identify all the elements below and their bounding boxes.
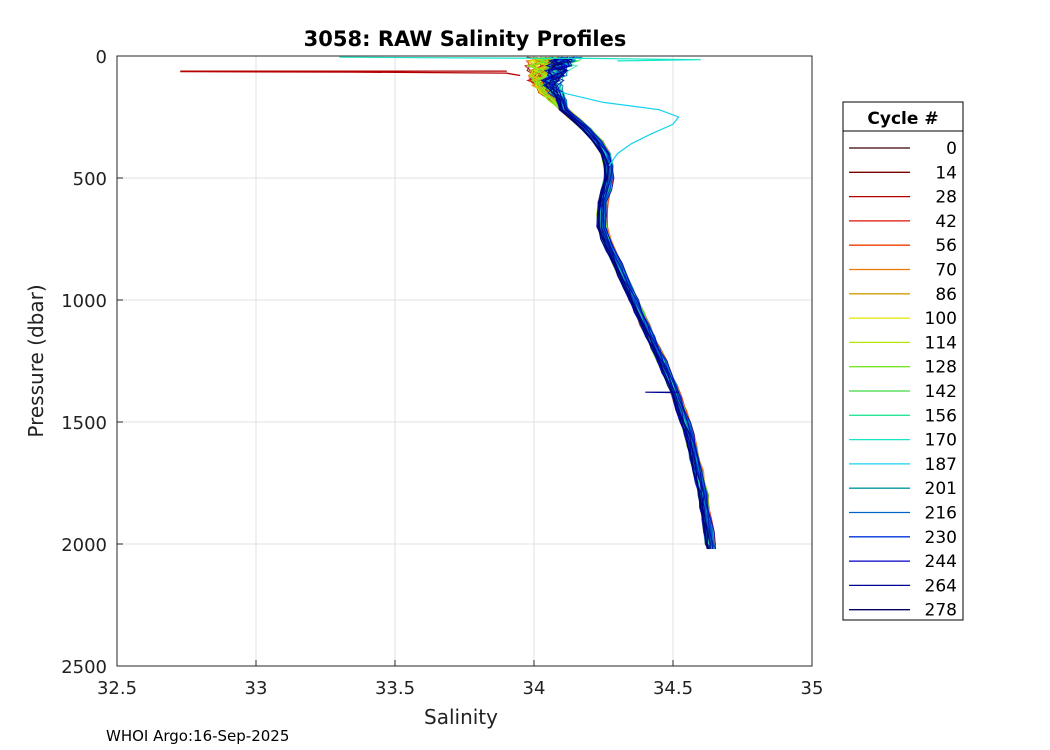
x-tick-label: 34 bbox=[523, 678, 546, 699]
profile-line bbox=[550, 56, 716, 549]
profile-line bbox=[545, 56, 708, 549]
profile-line-cycle-264 bbox=[645, 391, 680, 394]
x-tick-label: 33 bbox=[245, 678, 268, 699]
legend-label: 187 bbox=[925, 455, 957, 475]
profile-line bbox=[547, 56, 711, 549]
profile-line-cycle-187 bbox=[561, 92, 680, 167]
profile-line-cycle-28 bbox=[180, 70, 521, 77]
legend-label: 56 bbox=[935, 236, 957, 256]
legend-label: 114 bbox=[925, 333, 957, 353]
y-tick-label: 500 bbox=[73, 169, 107, 190]
chart-title: 3058: RAW Salinity Profiles bbox=[304, 27, 627, 51]
legend: Cycle # 0 14 28 42 56 70 86 100 114 128 142 156 170 1… bbox=[842, 101, 964, 621]
y-tick-label: 2500 bbox=[61, 657, 107, 678]
y-tick-label: 2000 bbox=[61, 535, 107, 556]
legend-label: 0 bbox=[946, 139, 957, 159]
legend-label: 244 bbox=[925, 552, 957, 572]
legend-label: 128 bbox=[925, 358, 957, 378]
y-axis: 0 500 1000 1500 2000 2500 bbox=[61, 47, 123, 678]
plot-background bbox=[117, 56, 812, 666]
legend-label: 100 bbox=[925, 309, 957, 329]
x-axis-title: Salinity bbox=[424, 705, 498, 729]
legend-title: Cycle # bbox=[867, 109, 938, 129]
legend-label: 216 bbox=[925, 504, 957, 524]
legend-label: 170 bbox=[925, 431, 957, 451]
plot-frame bbox=[116, 55, 813, 667]
y-tick-label: 1500 bbox=[61, 413, 107, 434]
legend-label: 264 bbox=[925, 576, 957, 596]
profile-line bbox=[547, 56, 714, 550]
x-tick-label: 32.5 bbox=[97, 678, 137, 699]
legend-label: 28 bbox=[935, 188, 957, 208]
legend-label: 230 bbox=[925, 528, 957, 548]
legend-items: 0 14 28 42 56 70 86 100 114 128 142 156 170 187 201 216… bbox=[849, 139, 957, 621]
legend-label: 278 bbox=[925, 601, 957, 621]
legend-label: 70 bbox=[935, 261, 957, 281]
x-axis: 32.5 33 33.5 34 34.5 35 bbox=[97, 660, 823, 699]
legend-label: 42 bbox=[935, 212, 957, 232]
y-tick-label: 1000 bbox=[61, 291, 107, 312]
y-tick-label: 0 bbox=[96, 47, 107, 68]
legend-label: 201 bbox=[925, 479, 957, 499]
x-tick-label: 34.5 bbox=[653, 678, 693, 699]
legend-box bbox=[842, 101, 964, 621]
legend-label: 14 bbox=[935, 163, 957, 183]
profile-lines bbox=[180, 56, 717, 550]
profile-line-cycle-170 bbox=[339, 56, 701, 62]
legend-label: 142 bbox=[925, 382, 957, 402]
y-axis-title: Pressure (dbar) bbox=[24, 284, 48, 437]
x-tick-label: 35 bbox=[801, 678, 824, 699]
legend-label: 86 bbox=[935, 285, 957, 305]
x-tick-label: 33.5 bbox=[375, 678, 415, 699]
footer-credit: WHOI Argo:16-Sep-2025 bbox=[106, 727, 289, 745]
legend-label: 156 bbox=[925, 406, 957, 426]
